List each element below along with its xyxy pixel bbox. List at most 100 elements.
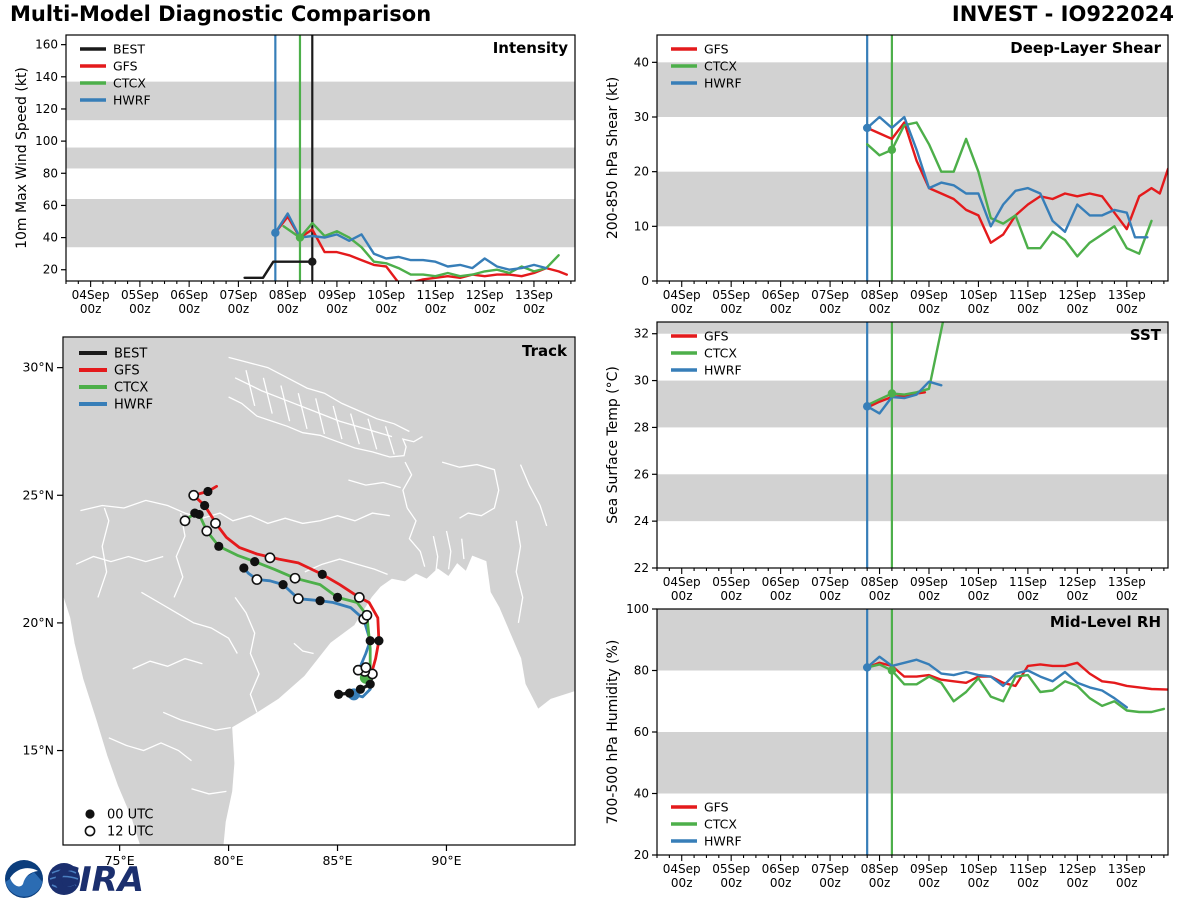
lon-tick-label: 75°E	[105, 853, 135, 868]
cira-logo: CIRA	[48, 860, 144, 900]
panel-title-track: Track	[522, 342, 568, 360]
x-tick-date: 08Sep	[861, 575, 899, 589]
x-tick-date: 06Sep	[762, 575, 800, 589]
state-boundary	[80, 499, 390, 525]
y-tick-label: 140	[35, 70, 58, 84]
intensity-gfs-line	[274, 215, 568, 281]
x-tick-date: 05Sep	[712, 288, 750, 302]
x-tick-hour: 00z	[1017, 589, 1039, 603]
legend-label-ctcx: CTCX	[704, 346, 737, 361]
sst-ctcx-line	[866, 322, 945, 407]
y-tick-label: 80	[634, 664, 649, 678]
x-tick-date: 12Sep	[1058, 575, 1096, 589]
marker-12utc	[179, 515, 191, 527]
state-boundary	[234, 597, 260, 713]
x-tick-hour: 00z	[918, 876, 940, 890]
state-boundary	[132, 657, 203, 670]
y-tick-label: 100	[35, 134, 58, 148]
x-tick-hour: 00z	[720, 876, 742, 890]
y-axis-label: Sea Surface Temp (°C)	[605, 366, 621, 524]
lat-tick-label: 25°N	[22, 487, 54, 502]
state-boundary	[445, 530, 452, 570]
x-tick-date: 07Sep	[811, 575, 849, 589]
x-tick-hour: 00z	[523, 302, 545, 316]
state-boundary	[293, 642, 314, 655]
marker-00utc	[203, 486, 213, 497]
panel-rh: 2040608010004Sep00z05Sep00z06Sep00z07Sep…	[605, 602, 1169, 890]
x-tick-hour: 00z	[425, 302, 447, 316]
x-tick-date: 08Sep	[861, 862, 899, 876]
marker-00utc	[315, 596, 325, 606]
rh-ctcx-line	[866, 663, 1166, 714]
panel-title-intensity: Intensity	[493, 39, 569, 57]
state-boundary	[234, 377, 393, 438]
x-tick-date: 13Sep	[1108, 288, 1146, 302]
x-tick-hour: 00z	[918, 302, 940, 316]
axes-frame	[62, 336, 576, 846]
y-tick-label: 20	[43, 263, 58, 277]
legend-label-hwrf: HWRF	[114, 398, 153, 413]
lon-tick-label: 85°E	[322, 853, 352, 868]
marker-00utc	[278, 580, 288, 590]
x-tick-date: 13Sep	[1108, 575, 1146, 589]
y-tick-label: 26	[634, 467, 649, 481]
x-tick-hour: 00z	[326, 302, 348, 316]
legend-label-hwrf: HWRF	[704, 76, 742, 91]
x-tick-date: 13Sep	[1108, 862, 1146, 876]
legend-label-ctcx: CTCX	[704, 59, 737, 74]
category-band	[657, 380, 1168, 428]
state-boundary	[315, 398, 326, 435]
y-axis-label: 200-850 hPa Shear (kt)	[605, 77, 621, 239]
axes-frame	[656, 34, 1169, 282]
intensity-ctcx-line	[282, 221, 560, 278]
y-tick-label: 60	[43, 198, 58, 212]
panel-title-shear: Deep-Layer Shear	[1010, 39, 1161, 57]
x-tick-hour: 00z	[869, 876, 891, 890]
x-tick-date: 11Sep	[1009, 288, 1047, 302]
y-tick-label: 24	[634, 514, 649, 528]
state-boundary	[432, 535, 439, 575]
marker-00utc	[374, 636, 384, 646]
y-axis-label: 700-500 hPa Humidity (%)	[605, 640, 621, 825]
marker-12utc	[210, 517, 221, 529]
category-band	[66, 147, 575, 169]
shear-ctcx-line	[866, 121, 1153, 258]
x-tick-hour: 00z	[819, 876, 841, 890]
marker-12utc	[360, 662, 372, 673]
shear-hwrf-line	[866, 115, 1149, 239]
state-boundary	[280, 385, 291, 422]
y-tick-label: 28	[634, 420, 649, 434]
x-tick-date: 07Sep	[219, 288, 257, 302]
x-tick-hour: 00z	[671, 589, 693, 603]
x-tick-date: 05Sep	[712, 575, 750, 589]
intensity-ctcx-init-dot	[295, 233, 305, 242]
category-band	[657, 62, 1168, 117]
intensity-hwrf-init-dot	[271, 228, 280, 237]
y-tick-label: 100	[626, 602, 649, 616]
x-tick-date: 12Sep	[1058, 288, 1096, 302]
state-boundary	[245, 370, 256, 407]
state-boundary	[228, 396, 423, 458]
shear-gfs-line	[866, 121, 1168, 244]
legend-label-best: BEST	[114, 347, 147, 362]
category-band	[657, 322, 1168, 334]
marker-12utc	[361, 609, 373, 621]
state-boundary	[367, 418, 378, 450]
y-tick-label: 120	[35, 102, 58, 116]
category-band	[657, 732, 1168, 794]
legend-label-hwrf: HWRF	[704, 363, 742, 378]
x-tick-hour: 00z	[1116, 876, 1138, 890]
marker-12utc	[289, 572, 301, 584]
x-tick-hour: 00z	[1116, 589, 1138, 603]
track-line-ctcx	[183, 511, 372, 680]
rh-gfs-line	[866, 661, 1168, 691]
marker-00utc	[355, 684, 365, 694]
x-tick-date: 10Sep	[367, 288, 405, 302]
x-tick-date: 04Sep	[663, 575, 701, 589]
x-tick-hour: 00z	[770, 302, 792, 316]
utc-legend-label: 00 UTC	[107, 808, 153, 823]
shear-ctcx-init-dot	[887, 145, 897, 154]
x-tick-hour: 00z	[819, 589, 841, 603]
marker-00utc	[334, 689, 344, 699]
